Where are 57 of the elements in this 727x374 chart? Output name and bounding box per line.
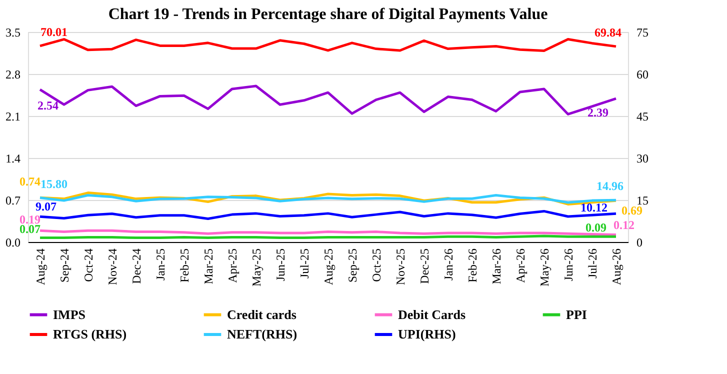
y2-tick-label: 45 (636, 110, 648, 124)
x-tick-label: Apr-26 (514, 248, 528, 283)
data-label: 15.80 (40, 176, 68, 191)
legend-label: NEFT(RHS) (227, 326, 298, 342)
y2-tick-label: 75 (636, 26, 648, 40)
line-series (38, 38, 618, 52)
line-series (38, 84, 618, 116)
y-tick-label: 0.7 (6, 194, 20, 208)
data-label: 0.74 (20, 174, 40, 189)
x-tick-label: Dec-24 (130, 248, 144, 284)
data-label: 0.09 (586, 220, 606, 235)
x-tick-label: Mar-25 (202, 248, 216, 284)
legend-label: PPI (566, 306, 587, 322)
x-tick-label: Feb-26 (466, 248, 480, 282)
x-tick-label: May-26 (538, 248, 552, 286)
x-tick-label: Jul-26 (586, 248, 600, 278)
x-tick-label: Jun-25 (274, 248, 288, 282)
y-tick-label: 2.8 (6, 68, 20, 82)
x-tick-label: Sep-24 (58, 248, 72, 282)
x-tick-label: Oct-25 (370, 248, 384, 282)
data-label: 70.01 (40, 24, 68, 39)
data-label: 2.54 (38, 98, 58, 113)
x-tick-label: Nov-25 (394, 248, 408, 286)
y-tick-label: 2.1 (6, 110, 20, 124)
x-tick-label: Aug-24 (34, 248, 48, 286)
x-tick-label: Aug-26 (610, 248, 624, 286)
data-label: 10.12 (580, 200, 608, 215)
x-tick-label: Jan-25 (154, 248, 168, 280)
data-label: 9.07 (36, 200, 56, 214)
y-tick-label: 0.0 (6, 236, 20, 250)
x-tick-label: Sep-25 (346, 248, 360, 282)
x-tick-label: Jan-26 (442, 248, 456, 280)
x-tick-label: Feb-25 (178, 248, 192, 282)
y2-tick-label: 30 (636, 152, 648, 166)
x-tick-label: May-25 (250, 248, 264, 286)
legend-label: Debit Cards (398, 306, 466, 322)
data-label: 2.39 (588, 106, 608, 120)
x-tick-label: Apr-25 (226, 248, 240, 283)
x-tick-label: Mar-26 (490, 248, 504, 284)
chart-title: Chart 19 - Trends in Percentage share of Digital Payments Value (108, 6, 548, 23)
data-label: 0.12 (614, 218, 634, 232)
x-tick-label: Jun-26 (562, 248, 576, 282)
x-tick-label: Nov-24 (106, 248, 120, 286)
legend-label: IMPS (53, 306, 86, 322)
data-label: 69.84 (594, 25, 622, 40)
legend-label: RTGS (RHS) (53, 326, 127, 342)
x-tick-label: Jul-25 (298, 248, 312, 278)
x-tick-label: Oct-24 (82, 248, 96, 282)
y2-tick-label: 0 (636, 236, 642, 250)
x-tick-label: Dec-25 (418, 248, 432, 284)
data-label: 14.96 (596, 179, 624, 194)
x-tick-label: Aug-25 (322, 248, 336, 286)
y-tick-label: 1.4 (6, 152, 20, 166)
legend-label: UPI(RHS) (398, 326, 456, 342)
y2-tick-label: 60 (636, 68, 648, 82)
legend-label: Credit cards (227, 306, 296, 322)
y-tick-label: 3.5 (6, 26, 20, 40)
